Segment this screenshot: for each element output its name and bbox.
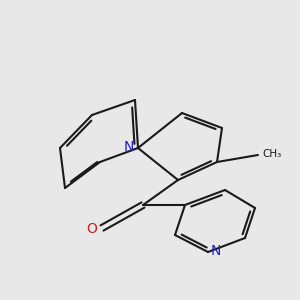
Text: CH₃: CH₃ [263,149,282,159]
Text: O: O [86,222,97,236]
Text: N: N [211,244,221,258]
Text: N: N [124,140,134,154]
